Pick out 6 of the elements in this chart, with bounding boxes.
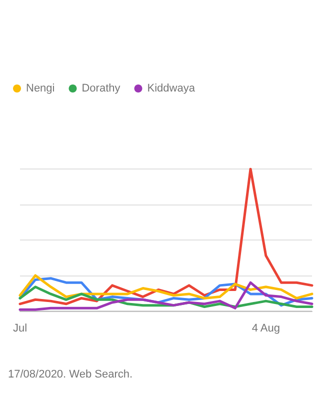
legend-label: Kiddwaya [147, 82, 196, 94]
legend-label: Nengi [26, 82, 55, 94]
text: 17/08/2020. Web Search. [8, 368, 133, 380]
x-tick-label: Jul [12, 322, 28, 334]
x-tick-label: 4 Aug [252, 322, 280, 334]
legend-label: Dorathy [82, 82, 121, 94]
